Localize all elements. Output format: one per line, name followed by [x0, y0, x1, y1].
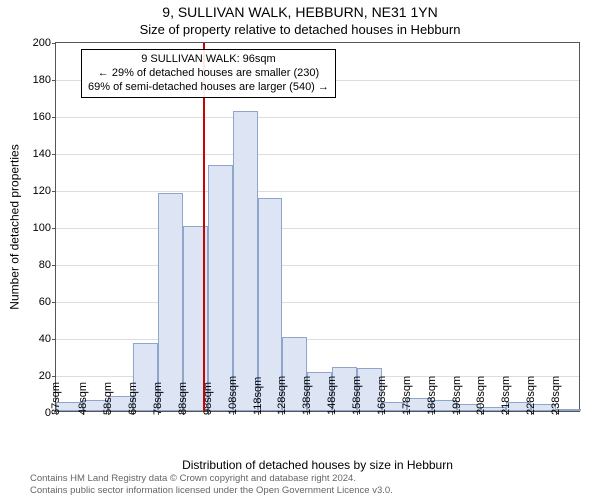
histogram-bar [233, 111, 258, 411]
annotation-line: 9 SULLIVAN WALK: 96sqm [88, 53, 329, 67]
x-tick-label: 48sqm [77, 382, 89, 415]
histogram-bar [208, 165, 233, 411]
annotation-line: ← 29% of detached houses are smaller (23… [88, 67, 329, 81]
histogram-bar [158, 193, 183, 411]
x-tick-label: 218sqm [500, 376, 512, 415]
gridline [56, 228, 579, 229]
gridline [56, 191, 579, 192]
x-tick-label: 148sqm [326, 376, 338, 415]
page-root: 9, SULLIVAN WALK, HEBBURN, NE31 1YN Size… [0, 0, 600, 500]
footer-line1: Contains HM Land Registry data © Crown c… [30, 473, 393, 484]
y-axis-label-text: Number of detached properties [8, 144, 22, 309]
y-tick-label: 160 [33, 111, 51, 123]
y-tickmark [52, 302, 56, 303]
gridline [56, 302, 579, 303]
x-tick-label: 198sqm [451, 376, 463, 415]
x-tick-label: 168sqm [376, 376, 388, 415]
x-tick-label: 178sqm [401, 376, 413, 415]
x-tick-label: 58sqm [102, 382, 114, 415]
x-tick-label: 108sqm [227, 376, 239, 415]
y-tickmark [52, 43, 56, 44]
x-tick-label: 78sqm [152, 382, 164, 415]
y-tickmark [52, 228, 56, 229]
y-tickmark [52, 339, 56, 340]
y-tick-label: 140 [33, 148, 51, 160]
x-tick-label: 208sqm [475, 376, 487, 415]
x-axis-label: Distribution of detached houses by size … [55, 458, 580, 472]
x-tick-label: 188sqm [426, 376, 438, 415]
gridline [56, 339, 579, 340]
y-axis-label: Number of detached properties [8, 42, 22, 412]
y-tick-label: 80 [39, 259, 51, 271]
y-tickmark [52, 80, 56, 81]
annotation-line: 69% of semi-detached houses are larger (… [88, 81, 329, 95]
y-tickmark [52, 376, 56, 377]
y-tick-label: 180 [33, 74, 51, 86]
x-tick-label: 228sqm [525, 376, 537, 415]
footer-attribution: Contains HM Land Registry data © Crown c… [30, 473, 393, 496]
gridline [56, 117, 579, 118]
x-tick-label: 88sqm [177, 382, 189, 415]
y-tick-label: 120 [33, 185, 51, 197]
y-tick-label: 40 [39, 333, 51, 345]
gridline [56, 265, 579, 266]
y-tick-label: 20 [39, 370, 51, 382]
x-tick-label: 138sqm [301, 376, 313, 415]
chart-title: 9, SULLIVAN WALK, HEBBURN, NE31 1YN [0, 4, 600, 20]
x-tick-label: 158sqm [351, 376, 363, 415]
gridline [56, 154, 579, 155]
y-tick-label: 100 [33, 222, 51, 234]
footer-line2: Contains public sector information licen… [30, 485, 393, 496]
x-tick-label: 68sqm [127, 382, 139, 415]
x-tick-label: 118sqm [252, 377, 264, 415]
y-tick-label: 200 [33, 37, 51, 49]
x-tick-label: 37sqm [50, 382, 62, 415]
x-tick-label: 238sqm [550, 376, 562, 415]
y-tick-label: 60 [39, 296, 51, 308]
chart-subtitle: Size of property relative to detached ho… [0, 22, 600, 37]
annotation-box: 9 SULLIVAN WALK: 96sqm← 29% of detached … [81, 49, 336, 98]
plot-area: 02040608010012014016018020037sqm48sqm58s… [55, 42, 580, 412]
y-tickmark [52, 154, 56, 155]
x-tick-label: 128sqm [276, 376, 288, 415]
y-tickmark [52, 265, 56, 266]
y-tickmark [52, 191, 56, 192]
y-tickmark [52, 117, 56, 118]
